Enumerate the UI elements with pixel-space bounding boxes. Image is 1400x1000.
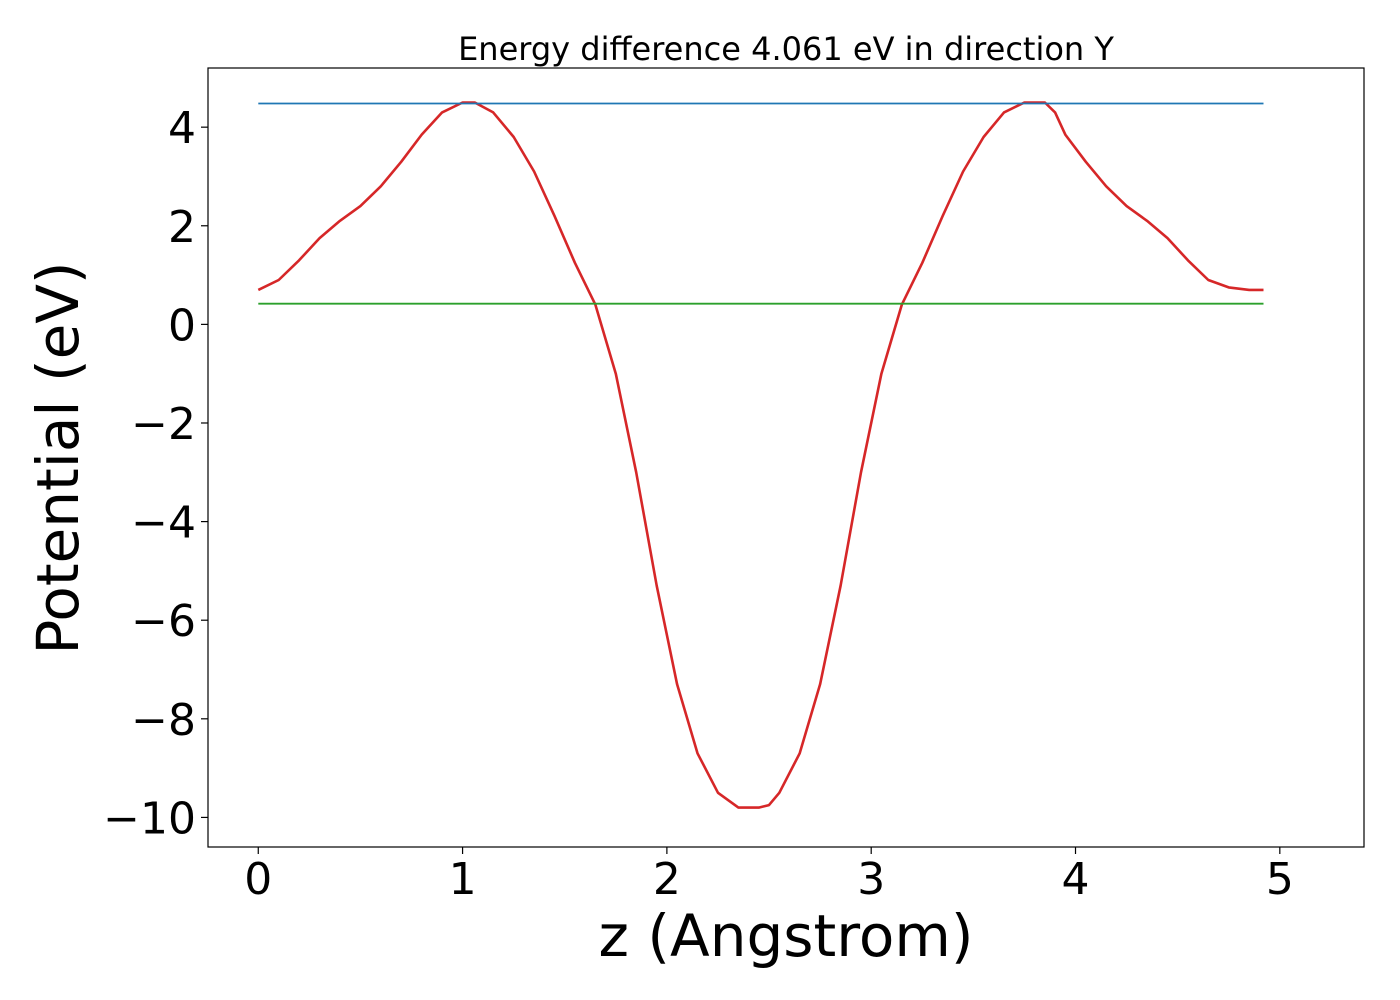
y-tick-label: −10: [103, 793, 196, 844]
y-tick-label: −6: [131, 596, 196, 647]
x-tick-label: 2: [653, 854, 681, 905]
x-tick-label: 3: [857, 854, 885, 905]
y-tick-label: 2: [168, 202, 196, 253]
x-tick-label: 0: [244, 854, 272, 905]
y-axis-label: Potential (eV): [24, 261, 92, 654]
x-tick-label: 4: [1062, 854, 1090, 905]
series-line-0: [257, 101, 1264, 809]
chart-title: Energy difference 4.061 eV in direction …: [458, 30, 1114, 68]
x-tick-label: 5: [1266, 854, 1294, 905]
y-axis: 4 2 0 −2 −4 −6 −8 −10: [103, 103, 208, 844]
y-tick-label: 4: [168, 103, 196, 154]
y-tick-label: −2: [131, 399, 196, 450]
y-tick-label: −8: [131, 695, 196, 746]
plot-frame: [207, 67, 1365, 848]
y-tick-label: −4: [131, 498, 196, 549]
x-axis: 0 1 2 3 4 5: [244, 847, 1294, 905]
series-layer: [257, 101, 1264, 809]
y-tick-label: 0: [168, 300, 196, 351]
x-tick-label: 1: [449, 854, 477, 905]
x-axis-label: z (Angstrom): [599, 902, 974, 970]
